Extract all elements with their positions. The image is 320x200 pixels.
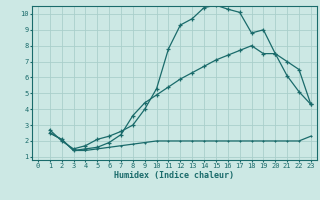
X-axis label: Humidex (Indice chaleur): Humidex (Indice chaleur) [115,171,234,180]
